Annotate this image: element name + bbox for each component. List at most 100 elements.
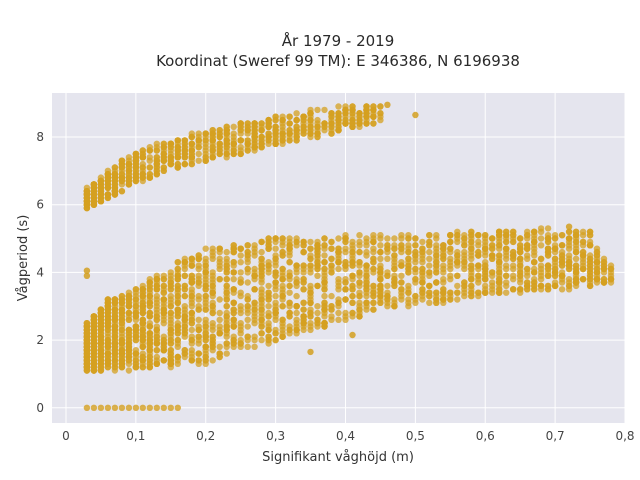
data-point: [544, 235, 552, 242]
data-point: [531, 276, 538, 283]
data-point: [258, 238, 265, 246]
data-point: [174, 306, 181, 313]
data-point: [314, 259, 321, 266]
data-point: [104, 320, 112, 327]
data-point: [558, 248, 566, 256]
data-point: [181, 303, 188, 310]
data-point: [272, 255, 279, 262]
data-point: [230, 316, 237, 323]
data-point: [447, 245, 454, 252]
data-point: [209, 309, 216, 317]
data-point: [363, 306, 370, 313]
data-point: [558, 286, 566, 293]
data-point: [181, 282, 188, 290]
data-point: [293, 292, 300, 300]
data-point: [579, 248, 587, 256]
data-point: [370, 106, 377, 114]
data-point: [370, 299, 377, 306]
data-point: [321, 279, 328, 286]
data-point: [125, 404, 133, 411]
data-point: [398, 272, 405, 279]
data-point: [335, 103, 342, 110]
data-point: [307, 313, 314, 320]
data-point: [300, 113, 307, 120]
data-point: [440, 265, 447, 273]
data-point: [118, 357, 126, 364]
data-point: [544, 262, 552, 269]
data-point: [370, 265, 377, 273]
data-point: [237, 330, 244, 337]
data-point: [202, 255, 209, 262]
data-point: [307, 320, 314, 327]
data-point: [181, 272, 188, 279]
data-point: [335, 276, 342, 283]
data-point: [146, 364, 153, 371]
data-point: [356, 313, 363, 320]
x-tick-label: 0: [62, 429, 70, 443]
data-point: [139, 286, 146, 293]
data-point: [160, 320, 167, 327]
data-point: [454, 259, 461, 266]
data-point: [342, 279, 349, 286]
data-point: [377, 296, 384, 303]
data-point: [419, 292, 426, 300]
data-point: [160, 306, 167, 313]
data-point: [258, 336, 265, 344]
data-point: [510, 235, 517, 242]
data-point: [391, 259, 398, 266]
data-point: [118, 347, 126, 354]
data-point: [195, 350, 202, 357]
data-point: [202, 357, 209, 364]
data-point: [118, 404, 126, 411]
data-point: [104, 347, 112, 354]
data-point: [223, 333, 230, 340]
data-point: [307, 306, 314, 313]
data-point: [167, 269, 174, 276]
data-point: [321, 303, 328, 310]
data-point: [503, 228, 510, 235]
data-point: [510, 252, 517, 259]
data-point: [125, 164, 133, 171]
data-point: [216, 330, 223, 337]
data-point: [279, 238, 286, 246]
data-point: [300, 127, 307, 134]
data-point: [328, 269, 335, 276]
data-point: [454, 282, 461, 290]
data-point: [558, 279, 566, 286]
data-point: [244, 333, 251, 340]
data-point: [139, 164, 146, 171]
data-point: [139, 350, 146, 357]
data-point: [286, 242, 293, 249]
data-point: [153, 157, 160, 164]
data-point: [405, 286, 412, 293]
data-point: [188, 140, 195, 147]
data-point: [321, 235, 328, 242]
data-point: [188, 326, 195, 334]
data-point: [349, 272, 356, 279]
data-point: [174, 259, 181, 266]
data-point: [544, 248, 552, 256]
data-point: [265, 340, 272, 347]
data-point: [356, 113, 363, 120]
data-point: [202, 130, 209, 137]
data-point: [209, 255, 216, 262]
data-point: [209, 127, 216, 134]
data-point: [160, 157, 167, 164]
data-point: [314, 272, 321, 279]
data-point: [104, 404, 112, 411]
data-point: [146, 299, 153, 306]
data-point: [188, 279, 195, 286]
data-point: [209, 320, 216, 327]
data-point: [167, 320, 174, 327]
data-point: [181, 326, 188, 334]
data-point: [223, 265, 230, 273]
data-point: [188, 286, 195, 293]
data-point: [503, 279, 510, 286]
data-point: [195, 333, 202, 340]
x-tick-label: 0,2: [196, 429, 215, 443]
x-tick-label: 0,5: [406, 429, 425, 443]
data-point: [524, 265, 531, 273]
data-point: [167, 333, 174, 340]
data-point: [475, 242, 482, 249]
data-point: [328, 292, 335, 300]
